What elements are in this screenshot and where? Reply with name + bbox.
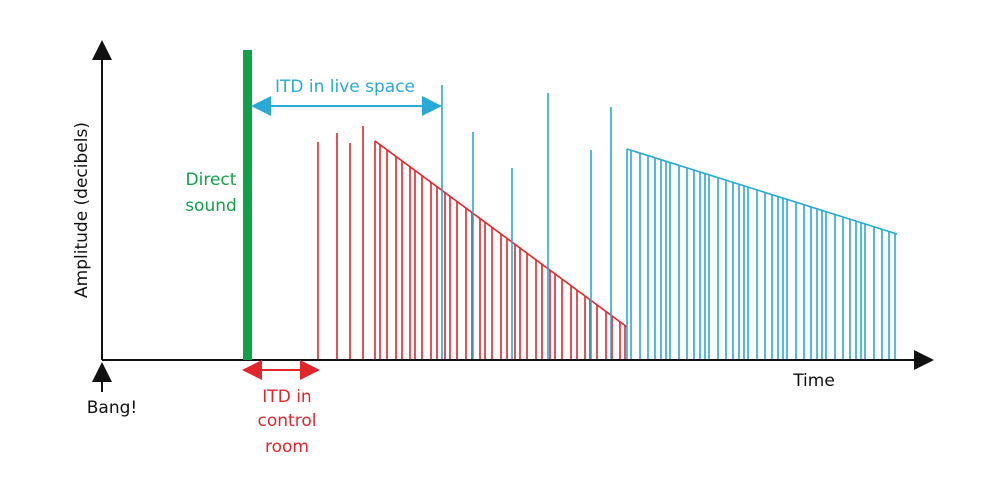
- itd-control-label: ITD in: [262, 387, 311, 407]
- itd-control-label: control: [258, 411, 317, 431]
- reflections: [317, 85, 898, 360]
- itd-live-label: ITD in live space: [275, 77, 415, 97]
- itd-control-label: room: [265, 437, 309, 457]
- direct-sound-bar: [243, 50, 252, 360]
- y-axis-label: Amplitude (decibels): [72, 122, 92, 298]
- direct-sound-label: sound: [185, 196, 237, 216]
- x-axis-label: Time: [792, 371, 835, 391]
- direct-sound-label: Direct: [186, 170, 237, 190]
- bang-label: Bang!: [87, 398, 137, 418]
- blue-envelope: [626, 148, 898, 235]
